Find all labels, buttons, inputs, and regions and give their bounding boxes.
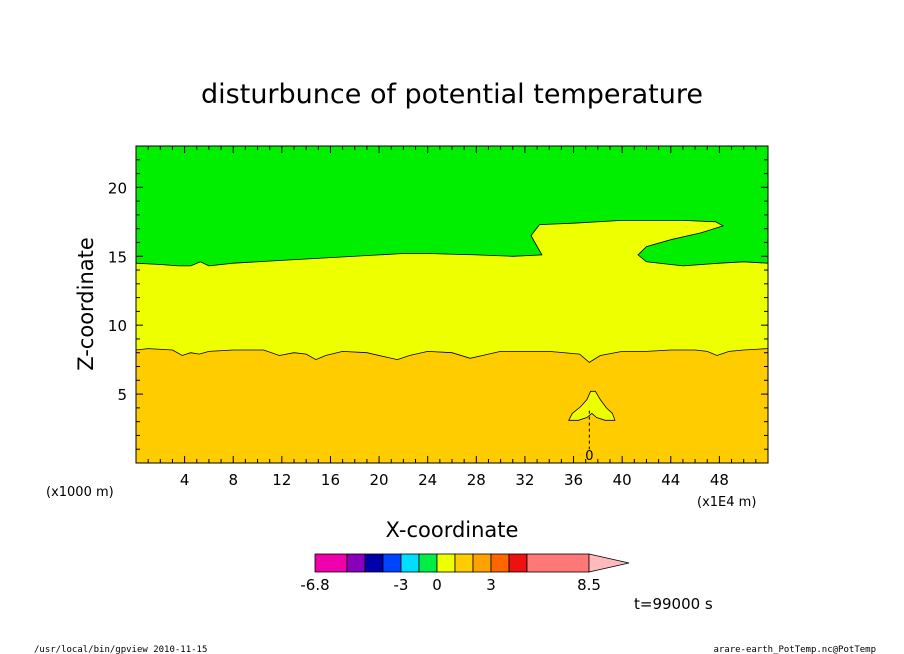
y-axis-label: Z-coordinate: [74, 237, 98, 371]
x-tick-label: 12: [272, 471, 291, 489]
x-tick-label: 36: [564, 471, 583, 489]
colorbar-label: 8.5: [577, 576, 601, 594]
colorbar-swatch: [472, 553, 492, 573]
colorbar-swatch: [490, 553, 510, 573]
colorbar-swatch: [346, 553, 366, 573]
region-lower: [136, 348, 768, 463]
contour-dashed-label: 0: [585, 449, 593, 464]
x-tick-label: 32: [515, 471, 534, 489]
colorbar-swatch: [418, 553, 438, 573]
colorbar-label: -6.8: [300, 576, 329, 594]
x-unit-note: (x1E4 m): [697, 495, 756, 510]
colorbar-swatch: [526, 553, 590, 573]
x-tick-label: 28: [467, 471, 486, 489]
y-tick-label: 20: [108, 179, 127, 197]
colorbar-label: -3: [394, 576, 409, 594]
y-tick-label: 5: [117, 386, 127, 404]
colorbar-swatch: [382, 553, 402, 573]
colorbar-swatch: [436, 553, 456, 573]
x-axis-label: X-coordinate: [386, 518, 519, 542]
x-tick-label: 4: [180, 471, 190, 489]
colorbar-swatch: [314, 553, 348, 573]
contour-lower: [135, 348, 769, 363]
y-unit-note: (x1000 m): [46, 485, 114, 500]
x-tick-label: 48: [710, 471, 729, 489]
colorbar-swatch: [454, 553, 474, 573]
x-axis-ticks: 4 8 12 16 20 24 28 32 36 40 44 48: [180, 471, 729, 489]
footer-right: arare-earth_PotTemp.nc@PotTemp: [713, 645, 876, 654]
colorbar-swatch: [364, 553, 384, 573]
x-tick-label: 40: [613, 471, 632, 489]
colorbar-swatch: [400, 553, 420, 573]
plot-area: 0: [135, 145, 769, 464]
x-tick-label: 24: [418, 471, 437, 489]
time-label: t=99000 s: [634, 595, 713, 613]
x-tick-label: 20: [370, 471, 389, 489]
colorbar-arrow: [588, 553, 630, 573]
colorbar: -6.8 -3 0 3 8.5: [300, 553, 630, 594]
x-tick-label: 8: [228, 471, 238, 489]
y-tick-label: 15: [108, 248, 127, 266]
contour-small-0: [568, 390, 616, 421]
x-tick-label: 16: [321, 471, 340, 489]
footer-left: /usr/local/bin/gpview 2010-11-15: [34, 645, 207, 654]
colorbar-label: 3: [486, 576, 496, 594]
contour-upper: [135, 219, 769, 267]
colorbar-label: 0: [432, 576, 442, 594]
x-tick-label: 44: [661, 471, 680, 489]
chart-title: disturbunce of potential temperature: [201, 79, 703, 110]
y-axis-ticks: 5 10 15 20: [108, 179, 127, 404]
y-tick-label: 10: [108, 317, 127, 335]
colorbar-swatch: [508, 553, 528, 573]
